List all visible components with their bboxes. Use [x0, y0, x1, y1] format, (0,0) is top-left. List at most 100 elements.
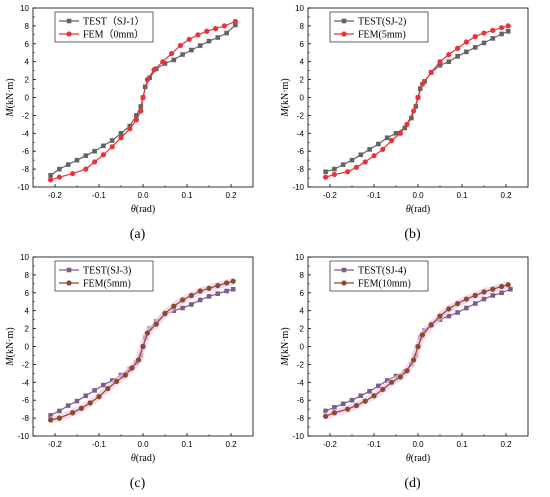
- legend-label: FEM(5mm): [358, 30, 406, 41]
- data-point: [437, 62, 443, 68]
- data-point: [224, 280, 230, 286]
- data-point: [224, 288, 229, 294]
- data-point: [78, 405, 84, 411]
- data-point: [384, 378, 390, 383]
- y-tick-label: -8: [22, 414, 30, 423]
- x-tick-label: 0.2: [500, 440, 512, 449]
- y-tick-label: 4: [25, 307, 30, 316]
- data-point: [221, 23, 227, 29]
- data-point: [48, 417, 54, 423]
- data-point: [411, 357, 417, 363]
- data-point: [138, 108, 144, 114]
- data-point: [417, 86, 423, 91]
- data-point: [195, 32, 201, 38]
- y-tick-label: 8: [300, 271, 305, 280]
- data-point: [331, 171, 337, 178]
- data-point: [446, 59, 452, 64]
- y-axis-label-var: M: [280, 357, 291, 367]
- data-point: [57, 166, 62, 172]
- data-point: [358, 152, 364, 158]
- legend-label: TEST（SJ-1）: [83, 16, 145, 28]
- data-point: [114, 378, 120, 385]
- y-tick-label: 2: [25, 76, 30, 85]
- y-tick-label: -8: [22, 165, 30, 174]
- data-point: [499, 31, 504, 37]
- chart-b: -10 -8 -6 -4 -2 0 2 4 6 8 10 -0.2 -0.1 0.0 0.1 0.2 θ(rad…: [280, 4, 529, 215]
- data-point: [56, 415, 63, 421]
- x-axis-label-unit: (rad): [136, 453, 155, 464]
- data-point: [419, 332, 425, 338]
- data-point: [428, 69, 434, 76]
- legend-label: TEST(SJ-2): [358, 17, 406, 28]
- y-axis-label: M(kN·m): [280, 78, 291, 117]
- data-point: [455, 300, 461, 307]
- chart-c: -10 -8 -6 -4 -2 0 2 4 6 8 10 -0.2 -0.1 0.0 0.1 0.2 θ(rad…: [5, 253, 254, 464]
- y-tick-label: 0: [300, 94, 305, 103]
- x-tick-label: 0.1: [181, 191, 193, 200]
- data-point: [404, 368, 410, 374]
- legend-marker: [66, 280, 72, 286]
- y-tick-label: 10: [295, 4, 304, 13]
- y-tick-label: 2: [25, 325, 30, 334]
- legend-label: FEM（0mm）: [83, 29, 144, 41]
- data-point: [415, 94, 421, 101]
- legend-marker: [341, 31, 347, 37]
- data-point: [215, 283, 221, 289]
- data-point: [463, 39, 469, 45]
- y-tick-label: 10: [20, 253, 29, 262]
- data-point: [206, 285, 212, 291]
- x-axis-label-var: θ: [131, 204, 136, 215]
- x-tick-label: -0.2: [48, 440, 62, 449]
- data-point: [177, 42, 183, 49]
- data-point: [358, 393, 364, 399]
- data-point: [404, 121, 410, 127]
- legend-marker: [66, 31, 72, 37]
- y-tick-label: -8: [297, 165, 305, 174]
- data-point: [464, 305, 469, 311]
- x-tick-label: -0.1: [92, 440, 106, 449]
- legend-label: TEST(SJ-3): [83, 266, 131, 277]
- x-axis-label-unit: (rad): [411, 204, 430, 215]
- data-point: [100, 152, 106, 158]
- data-point: [349, 397, 355, 403]
- y-tick-label: -6: [297, 147, 305, 156]
- data-point: [197, 43, 203, 48]
- data-point: [380, 386, 386, 393]
- data-point: [472, 301, 478, 306]
- y-tick-label: 0: [25, 94, 30, 103]
- panel-d: -10 -8 -6 -4 -2 0 2 4 6 8 10 -0.2 -0.1 0.0 0.1 0.2 θ(rad…: [275, 249, 550, 497]
- data-point: [419, 81, 425, 87]
- x-axis-label-var: θ: [406, 453, 411, 464]
- data-point: [118, 131, 124, 136]
- data-point: [323, 408, 328, 414]
- y-tick-label: 2: [300, 76, 305, 85]
- series-line: [325, 284, 509, 417]
- data-point: [481, 40, 487, 46]
- data-point: [340, 162, 346, 167]
- legend-box: [54, 11, 154, 43]
- data-point: [340, 401, 346, 407]
- data-point: [160, 59, 166, 65]
- data-point: [129, 365, 135, 371]
- y-tick-label: -10: [17, 432, 29, 441]
- data-point: [171, 303, 177, 309]
- y-tick-label: 4: [300, 58, 305, 67]
- data-point: [323, 413, 329, 419]
- data-point: [206, 294, 212, 299]
- data-point: [409, 115, 414, 121]
- caption-d: (d): [404, 476, 421, 491]
- y-axis-label: M(kN·m): [5, 327, 16, 366]
- y-tick-label: -10: [292, 183, 304, 192]
- y-tick-label: -4: [297, 129, 305, 138]
- data-point: [140, 94, 146, 101]
- y-tick-label: -4: [297, 378, 305, 387]
- data-point: [332, 405, 337, 410]
- y-tick-label: 10: [295, 253, 304, 262]
- data-point: [380, 146, 386, 153]
- data-point: [180, 52, 185, 57]
- x-axis-label: θ(rad): [406, 453, 430, 464]
- x-tick-label: 0.1: [456, 191, 468, 200]
- data-point: [171, 57, 177, 63]
- x-tick-label: 0.0: [412, 440, 424, 449]
- data-point: [153, 321, 159, 327]
